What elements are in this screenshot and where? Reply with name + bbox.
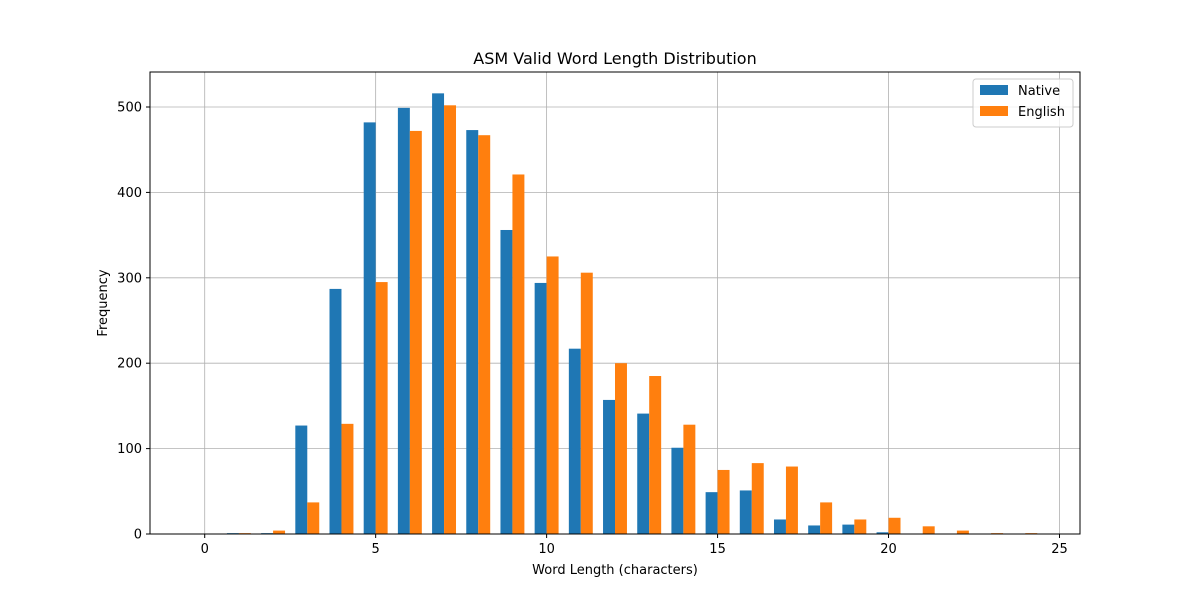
- bar-english: [341, 423, 354, 534]
- y-axis-title: Frequency: [96, 269, 111, 336]
- bar-english: [751, 463, 764, 534]
- bar-native: [773, 519, 786, 534]
- y-tick-label: 100: [117, 442, 142, 457]
- bar-english: [922, 526, 935, 534]
- bar-native: [876, 532, 889, 534]
- x-tick-label: 20: [880, 542, 897, 557]
- bar-native: [397, 107, 410, 534]
- y-tick-label: 0: [134, 528, 142, 543]
- bar-english: [820, 502, 833, 534]
- bar-english: [683, 424, 696, 534]
- bar-native: [329, 288, 342, 534]
- bar-english: [649, 376, 662, 534]
- bars: [226, 93, 1038, 535]
- legend-label-native: Native: [1018, 84, 1060, 99]
- plot-frame: [149, 71, 1081, 535]
- bar-english: [409, 130, 422, 535]
- bar-english: [273, 530, 286, 534]
- legend-label-english: English: [1018, 105, 1065, 120]
- legend-swatch-native: [980, 85, 1008, 95]
- bar-native: [363, 122, 376, 535]
- bar-native: [603, 399, 615, 534]
- bar-native: [432, 93, 445, 534]
- bar-native: [705, 492, 718, 534]
- axis-ticks: 0 5 10 15 20 25 0 100 200 300 400 500: [117, 101, 1068, 557]
- legend-swatch-english: [980, 106, 1008, 116]
- bar-english: [615, 363, 627, 534]
- bar-english: [444, 105, 457, 534]
- bar-english: [888, 517, 901, 534]
- bar-native: [568, 348, 581, 534]
- bar-native: [466, 130, 479, 534]
- x-tick-label: 25: [1051, 542, 1068, 557]
- y-tick-label: 200: [117, 357, 142, 372]
- legend: Native English: [972, 78, 1074, 128]
- x-tick-label: 5: [372, 542, 380, 557]
- y-tick-label: 300: [117, 271, 142, 286]
- y-tick-label: 500: [117, 101, 142, 116]
- x-tick-label: 10: [538, 542, 555, 557]
- bar-native: [637, 413, 650, 534]
- bar-native: [808, 525, 821, 534]
- bar-native: [842, 524, 855, 534]
- bar-native: [739, 490, 752, 534]
- bar-english: [375, 282, 388, 534]
- bar-english: [512, 174, 525, 534]
- x-axis-title: Word Length (characters): [532, 563, 698, 578]
- bar-native: [500, 229, 513, 534]
- x-tick-label: 0: [201, 542, 209, 557]
- x-tick-label: 15: [709, 542, 726, 557]
- bar-english: [717, 469, 730, 534]
- bar-native: [534, 282, 547, 534]
- bar-english: [580, 272, 593, 534]
- bar-english: [307, 502, 320, 534]
- y-tick-label: 400: [117, 186, 142, 201]
- chart-title: ASM Valid Word Length Distribution: [473, 49, 756, 68]
- bar-native: [671, 447, 684, 534]
- bar-native: [295, 425, 308, 534]
- bar-english: [785, 466, 798, 534]
- bar-english: [546, 256, 559, 534]
- bar-english: [956, 530, 969, 534]
- bar-english: [478, 135, 491, 534]
- bar-english: [854, 519, 867, 534]
